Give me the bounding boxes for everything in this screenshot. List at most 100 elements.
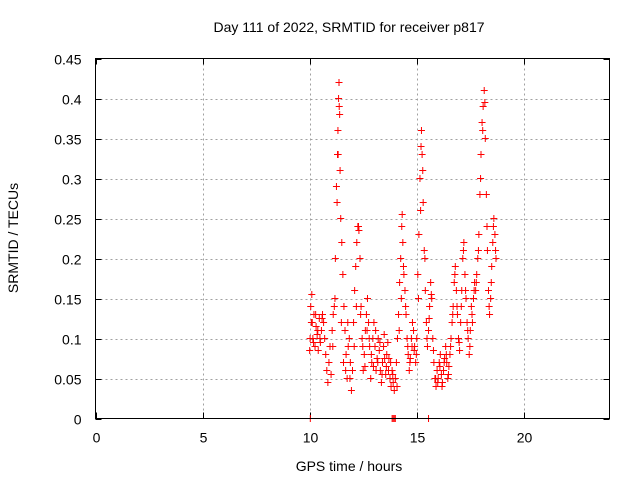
data-point xyxy=(470,295,478,302)
data-point xyxy=(480,87,488,94)
data-point xyxy=(405,367,413,374)
data-point xyxy=(359,343,367,350)
data-point xyxy=(333,199,341,206)
data-point xyxy=(423,335,431,342)
data-point xyxy=(408,319,416,326)
y-axis-label: SRMTID / TECUs xyxy=(5,183,21,293)
data-point xyxy=(436,351,444,358)
data-point xyxy=(440,359,448,366)
data-point xyxy=(335,79,343,86)
data-point xyxy=(336,111,344,118)
data-point xyxy=(402,311,410,318)
x-tick-label: 15 xyxy=(410,430,426,446)
data-point xyxy=(353,239,361,246)
data-point xyxy=(376,339,384,346)
data-point xyxy=(367,375,375,382)
data-point xyxy=(306,347,314,354)
data-point xyxy=(433,367,441,374)
data-point xyxy=(395,327,403,334)
x-tick-labels: 0 5 10 15 20 xyxy=(93,430,533,446)
data-point xyxy=(451,263,459,270)
data-point xyxy=(408,343,416,350)
data-point xyxy=(359,367,367,374)
x-tick-label: 10 xyxy=(303,430,319,446)
data-point xyxy=(312,323,320,330)
data-point xyxy=(481,135,489,142)
data-point xyxy=(487,279,495,286)
data-point xyxy=(399,263,407,270)
data-point xyxy=(340,303,348,310)
data-point xyxy=(310,339,318,346)
data-point xyxy=(311,343,319,350)
data-point xyxy=(327,371,335,378)
data-point xyxy=(421,255,429,262)
data-point xyxy=(410,327,418,334)
data-point xyxy=(341,327,349,334)
data-point xyxy=(425,327,433,334)
y-tick-label: 0.3 xyxy=(62,172,82,188)
data-point xyxy=(384,339,392,346)
data-point xyxy=(462,287,470,294)
data-point xyxy=(363,295,371,302)
data-point xyxy=(492,255,500,262)
data-point xyxy=(474,247,482,254)
y-tick-label: 0.4 xyxy=(62,92,82,108)
data-point xyxy=(313,331,321,338)
data-point xyxy=(346,375,354,382)
data-point xyxy=(397,295,405,302)
data-point xyxy=(397,255,405,262)
data-point xyxy=(377,379,385,386)
data-point xyxy=(349,367,356,374)
data-point xyxy=(432,383,440,390)
data-point xyxy=(470,287,478,294)
data-points xyxy=(306,79,500,422)
data-point xyxy=(387,359,395,366)
data-point xyxy=(420,247,428,254)
data-point xyxy=(434,379,442,386)
data-point xyxy=(375,347,383,354)
x-tick-label: 20 xyxy=(517,430,533,446)
x-tick-label: 5 xyxy=(200,430,208,446)
data-point xyxy=(369,363,377,370)
data-point xyxy=(307,319,315,326)
data-point xyxy=(472,279,480,286)
data-point xyxy=(437,371,445,378)
plot-frame xyxy=(95,58,610,419)
y-tick-label: 0.05 xyxy=(54,372,81,388)
data-point xyxy=(325,359,333,366)
data-point xyxy=(444,375,452,382)
data-point xyxy=(312,311,320,318)
data-point xyxy=(489,239,497,246)
data-point xyxy=(464,335,472,342)
data-point xyxy=(432,375,440,382)
data-point xyxy=(436,363,444,370)
data-point xyxy=(316,335,324,342)
data-point xyxy=(342,351,350,358)
data-point xyxy=(393,335,401,342)
data-point xyxy=(323,367,331,374)
data-point xyxy=(450,279,458,286)
data-point xyxy=(449,311,457,318)
data-point xyxy=(399,239,407,246)
data-point xyxy=(347,387,355,394)
data-point xyxy=(418,151,426,158)
data-point xyxy=(462,295,470,302)
data-point xyxy=(357,311,365,318)
data-point xyxy=(318,315,326,322)
data-point xyxy=(483,223,491,230)
data-point xyxy=(368,359,376,366)
data-point xyxy=(360,351,368,358)
data-point xyxy=(337,319,345,326)
data-point xyxy=(322,351,330,358)
data-point xyxy=(342,367,350,374)
data-point xyxy=(335,95,343,102)
data-point xyxy=(427,279,435,286)
data-point xyxy=(306,335,314,342)
data-point xyxy=(417,143,425,150)
axis-ticks xyxy=(95,58,610,420)
data-point xyxy=(372,327,380,334)
data-point xyxy=(378,371,386,378)
data-point xyxy=(354,223,362,230)
data-point xyxy=(459,255,467,262)
data-point xyxy=(387,383,395,390)
